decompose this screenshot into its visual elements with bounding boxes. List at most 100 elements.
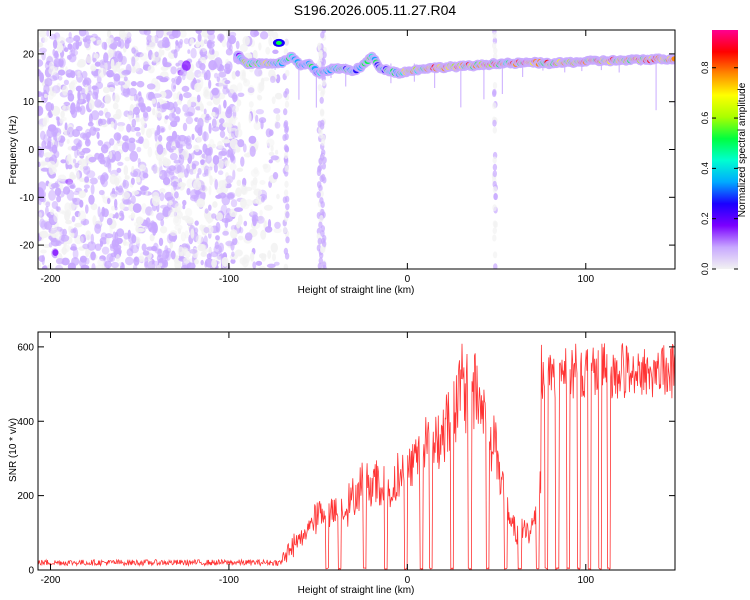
x-tick-label: -100: [219, 274, 239, 285]
heatmap-cell: [230, 241, 235, 251]
heatmap-cell: [206, 253, 212, 260]
heatmap-cell: [70, 102, 76, 113]
heatmap-cell: [169, 230, 178, 237]
heatmap-cell: [129, 95, 135, 101]
heatmap-cell: [230, 258, 236, 264]
heatmap-cell: [74, 162, 80, 168]
heatmap-cell: [124, 31, 132, 38]
heatmap-cell: [237, 235, 244, 241]
heatmap-cell: [66, 189, 74, 201]
heatmap-cell: [213, 72, 219, 79]
y-tick-label: 400: [17, 417, 34, 428]
heatmap-cell: [229, 84, 238, 94]
heatmap-cell: [121, 191, 131, 200]
heatmap-cell: [284, 157, 289, 165]
heatmap-cell: [207, 167, 211, 179]
heatmap-cell: [70, 231, 75, 238]
heatmap-cell: [189, 38, 195, 45]
heatmap-cell: [321, 174, 326, 181]
heatmap-cell: [170, 181, 179, 187]
heatmap-cell: [274, 92, 283, 100]
heatmap-cell: [146, 34, 153, 43]
heatmap-cell: [134, 221, 139, 227]
heatmap-cell: [255, 109, 264, 115]
heatmap-cell: [103, 52, 109, 63]
heatmap-cell: [70, 228, 77, 234]
heatmap-cell: [186, 262, 196, 269]
heatmap-cell: [123, 165, 129, 176]
heatmap-cell: [38, 42, 44, 48]
spectrogram-x-label: Height of straight line (km): [298, 285, 415, 296]
heatmap-cell: [284, 38, 289, 46]
heatmap-cell: [67, 93, 75, 102]
spectrogram-heatmap: [38, 30, 675, 269]
heatmap-cell: [218, 92, 226, 100]
heatmap-cell: [223, 67, 232, 74]
heatmap-cell: [104, 233, 114, 239]
heatmap-cell: [88, 194, 95, 205]
heatmap-cell: [94, 152, 100, 160]
heatmap-cell: [181, 85, 190, 92]
colorbar-label: Normalized spectral amplitude: [737, 82, 748, 217]
heatmap-cell: [117, 161, 124, 166]
heatmap-cell: [171, 81, 177, 93]
heatmap-cell: [163, 259, 169, 268]
heatmap-cell: [135, 176, 141, 183]
heatmap-cell: [157, 134, 163, 142]
heatmap-cell: [152, 166, 160, 174]
heatmap-cell: [283, 247, 289, 255]
heatmap-cell: [130, 177, 135, 185]
heatmap-cell: [56, 195, 62, 203]
heatmap-cell: [110, 121, 115, 128]
heatmap-cell: [285, 69, 290, 77]
heatmap-cell: [139, 252, 144, 261]
heatmap-cell: [78, 190, 87, 199]
heatmap-cell: [55, 258, 65, 265]
heatmap-cell: [242, 69, 246, 77]
figure-title: S196.2026.005.11.27.R04: [293, 2, 457, 18]
heatmap-cell: [243, 153, 252, 158]
heatmap-cell: [209, 175, 213, 186]
heatmap-cell: [230, 224, 237, 231]
heatmap-cell: [94, 243, 102, 251]
heatmap-cell: [121, 79, 131, 89]
heatmap-cell: [146, 83, 156, 90]
heatmap-cell: [96, 131, 100, 139]
heatmap-cell: [193, 79, 197, 84]
heatmap-cell: [229, 162, 237, 171]
heatmap-cell: [206, 101, 213, 106]
heatmap-cell: [250, 209, 254, 216]
heatmap-cell: [123, 76, 128, 82]
heatmap-cell: [319, 109, 325, 117]
heatmap-cell: [109, 43, 118, 50]
heatmap-cell: [236, 179, 242, 187]
heatmap-cell: [236, 145, 241, 153]
heatmap-cell: [160, 127, 165, 133]
heatmap-cell: [119, 202, 125, 210]
heatmap-cell: [211, 111, 216, 117]
heatmap-cell: [318, 157, 323, 165]
heatmap-cell: [165, 101, 175, 111]
heatmap-cell: [210, 251, 219, 258]
heatmap-cell: [57, 174, 67, 182]
heatmap-cell: [211, 126, 220, 132]
heatmap-cell: [220, 204, 228, 216]
heatmap-cell: [252, 261, 257, 269]
heatmap-cell: [151, 195, 160, 207]
x-tick-label: -200: [40, 274, 60, 285]
heatmap-cell: [205, 153, 212, 164]
heatmap-cell: [46, 128, 55, 138]
heatmap-cell: [266, 263, 276, 268]
heatmap-cell: [322, 264, 327, 269]
heatmap-cell: [197, 117, 204, 129]
heatmap-cell: [76, 149, 80, 156]
heatmap-cell: [208, 247, 212, 254]
heatmap-cell: [249, 145, 256, 157]
heatmap-cell: [259, 31, 269, 40]
heatmap-cell: [85, 204, 89, 214]
heatmap-cell: [267, 30, 274, 37]
heatmap-cell: [48, 164, 55, 176]
heatmap-cell: [203, 235, 208, 246]
heatmap-cell: [258, 117, 267, 124]
